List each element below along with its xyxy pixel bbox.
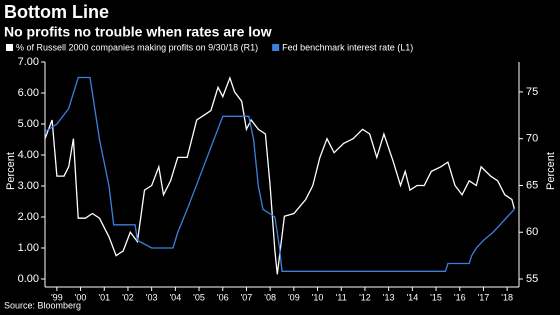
- y-tick-label: 0.00: [18, 273, 39, 285]
- x-tick-label: '11: [336, 292, 347, 302]
- x-tick-label: '07: [241, 292, 253, 302]
- y2-axis-label: Percent: [545, 152, 557, 190]
- x-tick-label: '05: [193, 292, 205, 302]
- legend-label: % of Russell 2000 companies making profi…: [16, 42, 258, 52]
- y-tick-label: 6.00: [18, 87, 39, 99]
- series-line: [44, 76, 515, 272]
- x-tick-label: '08: [264, 292, 276, 302]
- y-tick-label: 3.00: [18, 180, 39, 192]
- x-tick-label: '16: [454, 292, 466, 302]
- x-tick-label: '10: [312, 292, 324, 302]
- y-tick-label: 7.00: [18, 56, 39, 68]
- y2-tick-label: 75: [526, 86, 538, 98]
- source: Source: Bloomberg: [4, 300, 81, 310]
- y-tick-label: 2.00: [18, 211, 39, 223]
- y-tick-label: 4.00: [18, 149, 39, 161]
- legend-label: Fed benchmark interest rate (L1): [282, 42, 413, 52]
- x-tick-label: '14: [406, 292, 418, 302]
- x-tick-label: '01: [98, 292, 110, 302]
- x-tick-label: '09: [288, 292, 300, 302]
- y2-tick-label: 70: [526, 133, 538, 145]
- y-tick-label: 5.00: [18, 118, 39, 130]
- chart-subtitle: No profits no trouble when rates are low: [4, 24, 272, 40]
- x-tick-label: '06: [217, 292, 229, 302]
- x-tick-label: '17: [478, 292, 490, 302]
- series-line: [44, 75, 515, 275]
- y2-tick-label: 55: [526, 273, 538, 285]
- y2-tick-label: 65: [526, 179, 538, 191]
- y2-tick-label: 60: [526, 226, 538, 238]
- x-tick-label: '03: [146, 292, 158, 302]
- x-tick-label: '12: [359, 292, 371, 302]
- x-tick-label: '99: [51, 292, 63, 302]
- legend-swatch: [6, 44, 13, 51]
- x-tick-label: '18: [501, 292, 513, 302]
- chart-title: Bottom Line: [4, 2, 109, 22]
- y-axis-label: Percent: [5, 152, 17, 190]
- legend-swatch: [272, 44, 280, 51]
- x-tick-label: '00: [75, 292, 87, 302]
- y-tick-label: 1.00: [18, 242, 39, 254]
- x-tick-label: '15: [430, 292, 442, 302]
- x-tick-label: '02: [122, 292, 134, 302]
- x-tick-label: '04: [169, 292, 181, 302]
- x-tick-label: '13: [383, 292, 395, 302]
